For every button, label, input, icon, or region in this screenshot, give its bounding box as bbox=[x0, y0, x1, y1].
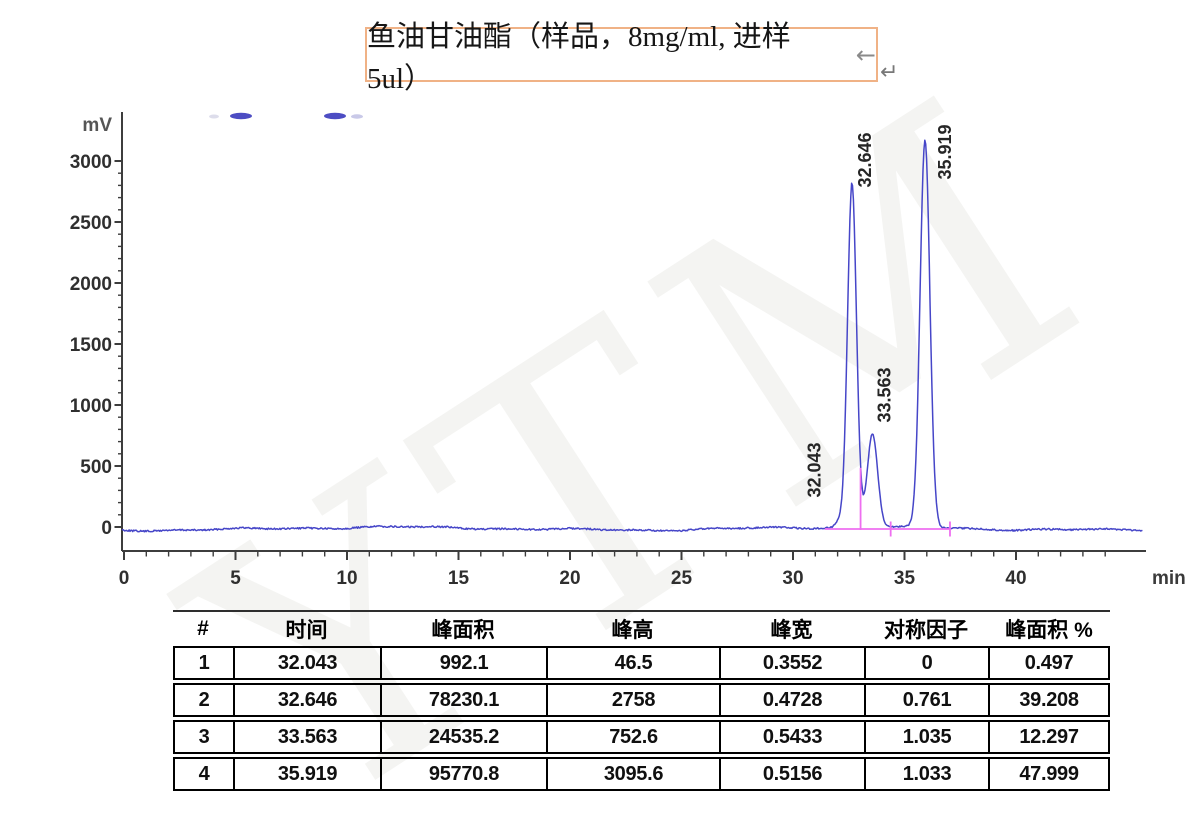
table-cell: 35.919 bbox=[235, 759, 382, 789]
table-cell: 3 bbox=[175, 722, 235, 752]
table-cell: 24535.2 bbox=[382, 722, 548, 752]
table-top-rule bbox=[173, 610, 1110, 612]
line-break-arrow-icon: ← bbox=[855, 40, 876, 69]
peak-rt-label: 33.563 bbox=[874, 367, 894, 422]
table-header-row: # 时间 峰面积 峰高 峰宽 对称因子 峰面积 % bbox=[173, 612, 1110, 645]
table-cell: 1.033 bbox=[866, 759, 990, 789]
table-cell: 46.5 bbox=[548, 648, 721, 678]
peak-rt-label: 32.043 bbox=[805, 442, 825, 497]
table-cell: 752.6 bbox=[548, 722, 721, 752]
table-row: 1 32.043 992.1 46.5 0.3552 0 0.497 bbox=[173, 646, 1110, 680]
table-cell: 3095.6 bbox=[548, 759, 721, 789]
artifact-smudge bbox=[230, 112, 252, 120]
table-cell: 39.208 bbox=[1019, 688, 1079, 711]
table-cell: 1.035 bbox=[866, 722, 990, 752]
table-cell: 33.563 bbox=[235, 722, 382, 752]
table-cell: 2758 bbox=[548, 685, 721, 715]
peak-table: # 时间 峰面积 峰高 峰宽 对称因子 峰面积 % 1 32.043 992.1 46.5 0.35… bbox=[173, 610, 1110, 791]
table-header-cell: 时间 bbox=[285, 618, 328, 642]
table-cell: 1 bbox=[175, 648, 235, 678]
x-tick-label: 5 bbox=[230, 568, 241, 589]
x-tick-label: 10 bbox=[336, 568, 357, 589]
x-axis-unit-label: min bbox=[1152, 568, 1186, 589]
table-cell: 992.1 bbox=[382, 648, 548, 678]
x-tick-label: 35 bbox=[894, 568, 916, 589]
table-header-cell: 对称因子 bbox=[884, 618, 968, 642]
table-cell: 32.043 bbox=[235, 648, 382, 678]
x-tick-label: 25 bbox=[671, 568, 693, 589]
sample-title-box: 鱼油甘油酯（样品，8mg/ml, 进样 5ul） ← bbox=[365, 21, 878, 95]
artifact-smudge bbox=[209, 114, 219, 119]
y-tick-label: 500 bbox=[80, 457, 112, 478]
table-cell: 0.5433 bbox=[721, 722, 866, 752]
table-header-cell: # bbox=[197, 616, 209, 640]
table-cell: 47.999 bbox=[1019, 762, 1079, 785]
table-row: 2 32.646 78230.1 2758 0.4728 0.761 39.208 bbox=[173, 683, 1110, 717]
table-row: 3 33.563 24535.2 752.6 0.5433 1.035 12.297 bbox=[173, 720, 1110, 754]
table-body: 1 32.043 992.1 46.5 0.3552 0 0.497 2 32.646 78230… bbox=[173, 646, 1110, 791]
y-axis-unit-label: mV bbox=[82, 115, 112, 136]
y-tick-label: 3000 bbox=[70, 152, 112, 173]
table-header-cell: 峰面积 bbox=[431, 618, 495, 642]
y-tick-label: 2000 bbox=[70, 274, 112, 295]
sample-title: 鱼油甘油酯（样品，8mg/ml, 进样 5ul） bbox=[367, 20, 791, 95]
peak-rt-label: 32.646 bbox=[855, 132, 875, 187]
table-cell: 4 bbox=[175, 759, 235, 789]
table-cell: 0.5156 bbox=[721, 759, 866, 789]
peak-rt-label: 35.919 bbox=[935, 124, 955, 179]
x-tick-label: 15 bbox=[448, 568, 470, 589]
table-cell: 12.297 bbox=[1019, 725, 1079, 748]
y-tick-label: 0 bbox=[101, 518, 112, 539]
table-cell: 0.4728 bbox=[721, 685, 866, 715]
x-tick-label: 30 bbox=[782, 568, 803, 589]
artifact-smudge bbox=[351, 114, 363, 119]
paragraph-mark-icon: ↵ bbox=[880, 60, 899, 85]
table-cell: 0 bbox=[866, 648, 990, 678]
table-cell: 78230.1 bbox=[382, 685, 548, 715]
table-cell: 32.646 bbox=[235, 685, 382, 715]
table-cell: 0.761 bbox=[866, 685, 990, 715]
table-header-cell: 峰宽 bbox=[770, 618, 813, 642]
x-tick-label: 0 bbox=[119, 568, 130, 589]
y-tick-label: 1500 bbox=[70, 335, 112, 356]
table-header-cell: 峰面积 % bbox=[1005, 618, 1093, 642]
y-tick-label: 1000 bbox=[70, 396, 112, 417]
table-cell: 2 bbox=[175, 685, 235, 715]
table-row: 4 35.919 95770.8 3095.6 0.5156 1.033 47.999 bbox=[173, 757, 1110, 791]
x-tick-label: 20 bbox=[559, 568, 580, 589]
x-tick-label: 40 bbox=[1005, 568, 1026, 589]
y-tick-label: 2500 bbox=[70, 213, 112, 234]
chromatogram-trace bbox=[121, 139, 1143, 533]
table-cell: 0.497 bbox=[1024, 651, 1074, 674]
artifact-smudge bbox=[324, 112, 346, 120]
table-cell: 95770.8 bbox=[382, 759, 548, 789]
table-header-cell: 峰高 bbox=[611, 618, 654, 642]
table-cell: 0.3552 bbox=[721, 648, 866, 678]
